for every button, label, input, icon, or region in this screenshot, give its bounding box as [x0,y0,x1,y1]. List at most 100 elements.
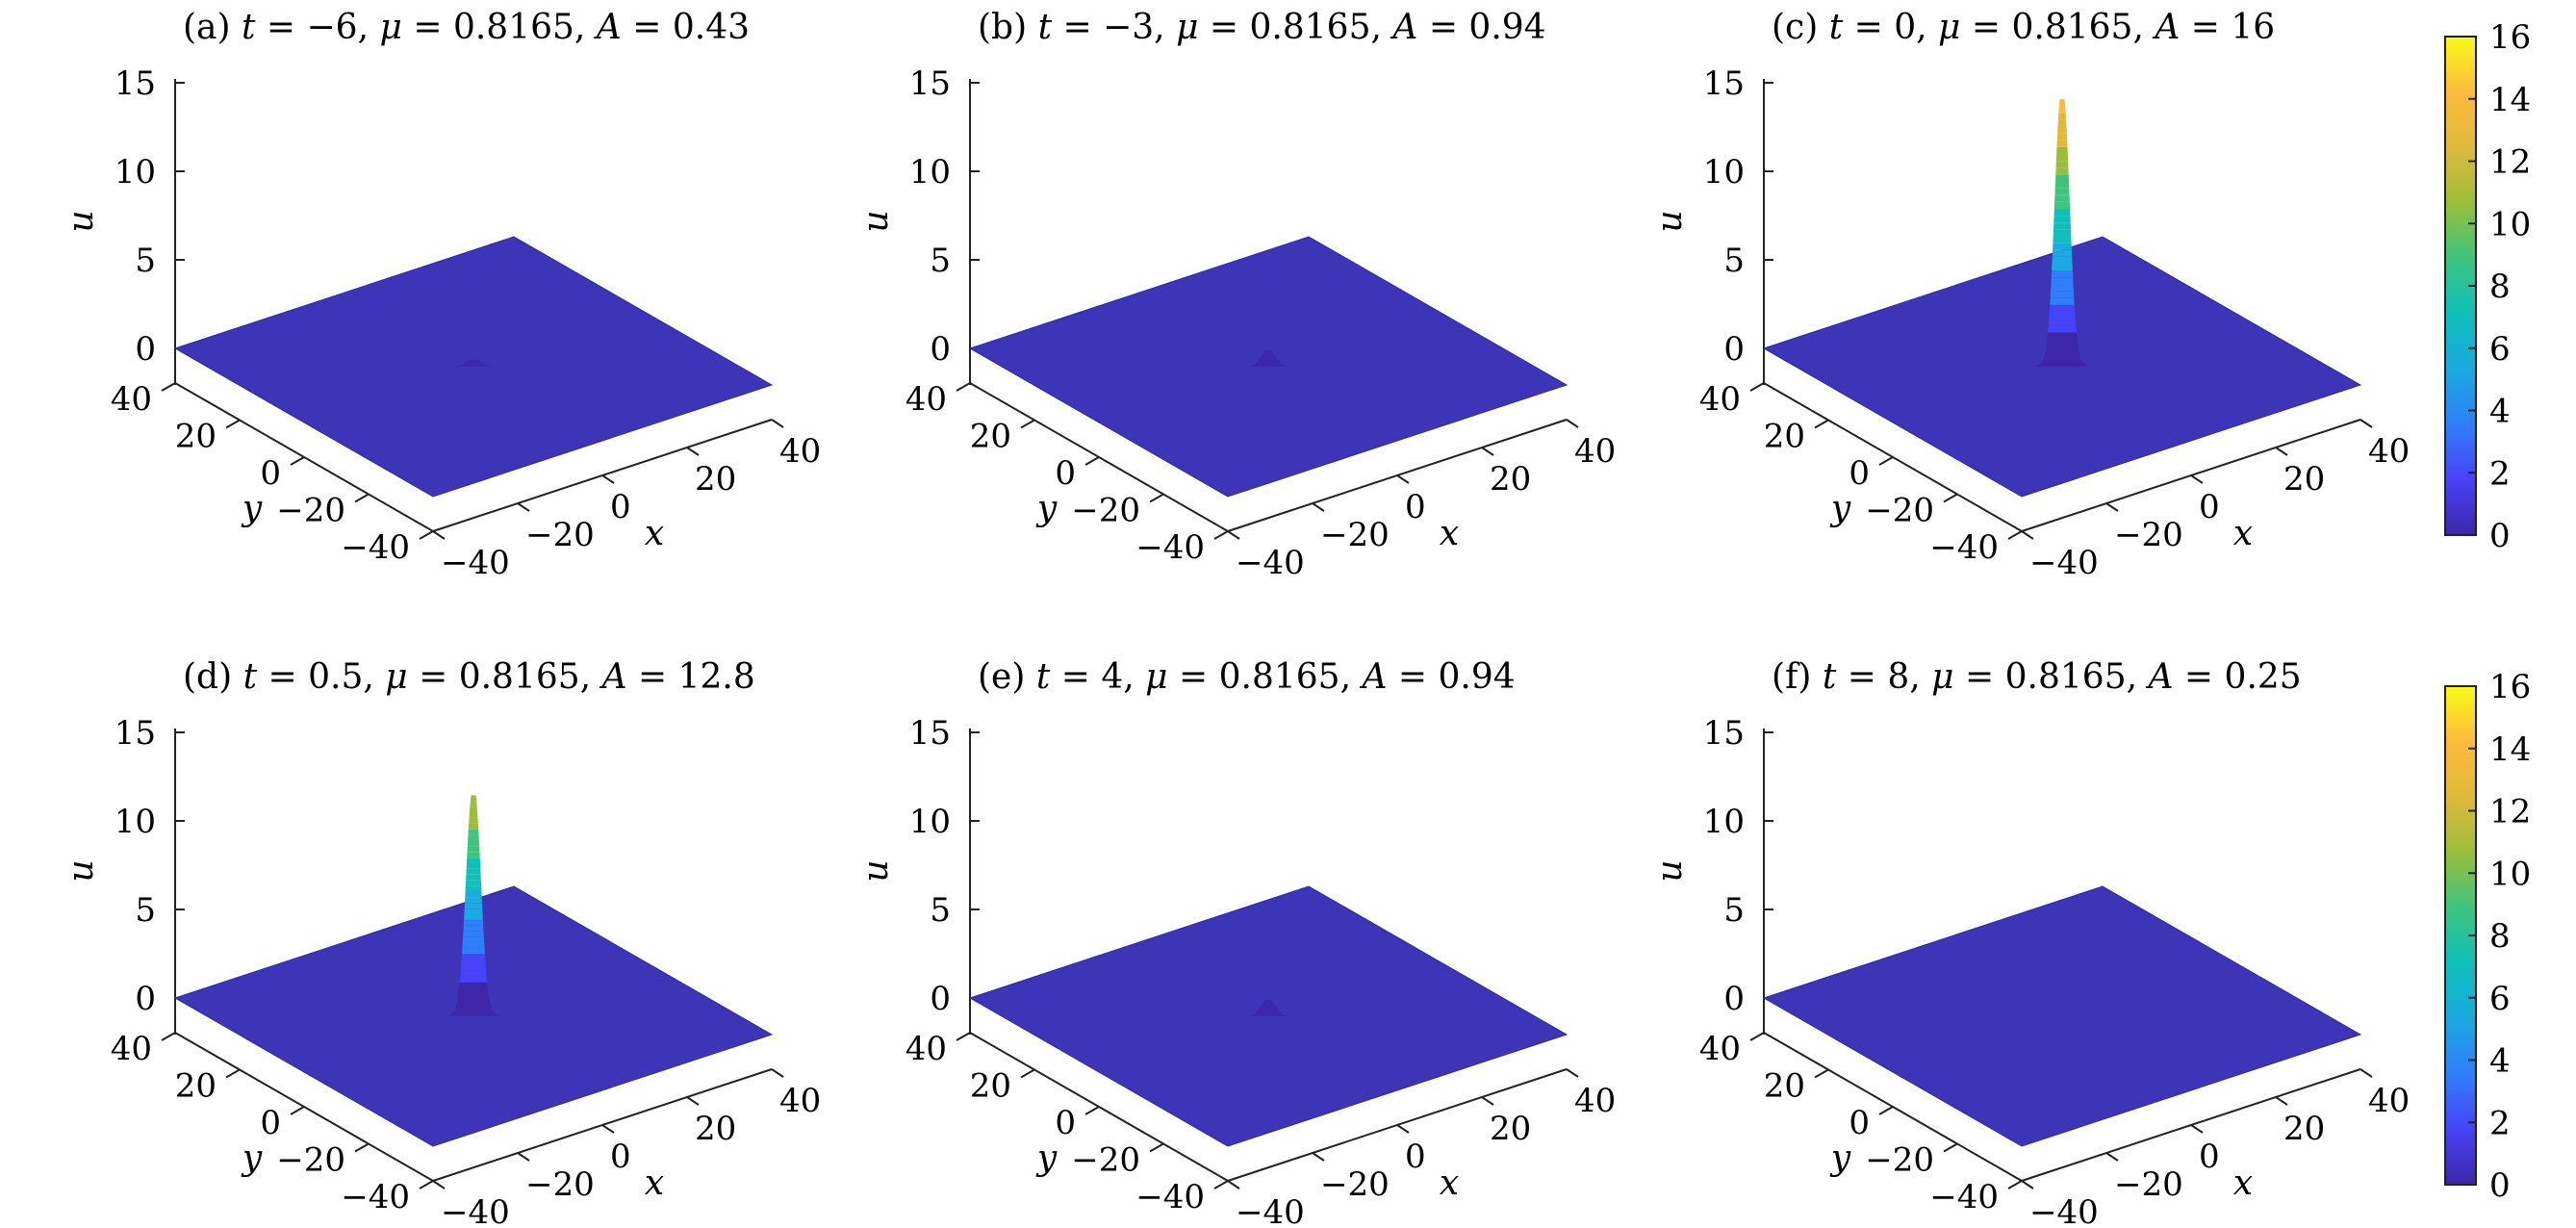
peak-segment [459,976,488,983]
peak-segment [2049,304,2076,312]
x-tick-label: −20 [2114,1165,2183,1204]
z-axis-label: u [1650,859,1690,882]
peak-segment [457,993,490,1000]
peak-segment [463,919,484,926]
subplot-title: (e) t = 4, μ = 0.8165, A = 0.94 [978,657,1516,697]
x-tick-label: 20 [2283,460,2325,499]
peak-segment [2050,291,2075,298]
x-tick [1566,419,1579,428]
y-tick [2007,1180,2023,1190]
x-tick-label: 20 [695,1110,736,1148]
peak-segment [469,812,478,818]
peak-segment [2053,216,2071,223]
x-tick-label: −40 [1236,1193,1305,1228]
peak-segment [2057,119,2067,127]
x-tick-label: −20 [1320,516,1390,554]
z-tick-label: 10 [1703,153,1745,192]
peak-segment [461,959,486,966]
z-tick-label: 10 [909,153,951,192]
x-tick-label: −20 [2114,516,2183,554]
y-axis-label: y [1035,1138,1058,1178]
peak-segment [466,874,481,881]
y-axis-label: y [1035,489,1058,528]
peak-segment [456,999,491,1006]
subplot-title: (b) t = −3, μ = 0.8165, A = 0.94 [978,8,1546,47]
subplot-e: (e) t = 4, μ = 0.8165, A = 0.94 0 5 10 15 u 40… [856,657,1616,1228]
x-tick-label: 0 [2199,1138,2220,1176]
z-axis-label: u [62,859,101,882]
peak-segment [2053,243,2072,250]
y-tick [1149,493,1164,503]
x-tick [1481,1096,1494,1106]
y-tick-label: 0 [260,454,281,493]
z-tick-label: 5 [135,891,156,930]
z-tick-label: 15 [909,714,951,753]
x-tick [1481,447,1494,456]
peak-segment [2053,229,2072,237]
peak-segment [2049,311,2076,320]
x-tick [2021,530,2034,540]
y-tick-label: 0 [1849,454,1870,493]
z-tick-label: 5 [1723,891,1745,930]
y-tick [419,1180,434,1190]
peak-segment [463,931,484,937]
colorbar-tick-label: 8 [2489,268,2511,306]
x-tick-label: 40 [1574,432,1616,471]
x-tick [686,1096,700,1106]
x-tick-label: 0 [2199,488,2220,526]
y-tick [225,419,241,429]
colorbar-tick-label: 16 [2489,668,2531,706]
x-axis-label: x [1440,514,1459,553]
y-tick-label: −40 [1929,1178,1999,1216]
x-tick-label: −20 [525,1165,595,1204]
x-tick [2275,1096,2288,1106]
y-tick [1020,419,1035,429]
z-tick-label: 15 [1703,714,1745,753]
peak-segment [2055,153,2069,162]
subplot-b: (b) t = −3, μ = 0.8165, A = 0.94 0 5 10 15 u 4… [856,8,1616,582]
z-tick-label: 0 [135,330,156,369]
colorbar-tick-label: 4 [2489,1042,2511,1081]
x-axis-label: x [2233,514,2253,553]
y-tick [956,1032,971,1041]
z-tick-label: 10 [115,153,156,192]
x-tick [517,1152,530,1162]
surface-plane [1762,885,2362,1147]
y-tick-label: −20 [276,492,345,530]
x-tick [2021,1180,2034,1190]
colorbar-row-2: 0 2 4 6 8 10 12 14 16 [2444,668,2531,1205]
peak-segment [462,936,485,943]
y-tick-label: −20 [1865,492,1934,530]
x-tick-label: 40 [779,432,821,471]
peak-segment [454,1005,493,1011]
y-tick-label: −20 [1071,492,1140,530]
z-tick-label: 0 [930,980,951,1018]
y-tick-label: 0 [260,1104,281,1142]
colorbar-tick-label: 16 [2489,18,2531,57]
z-tick-label: 10 [1703,803,1745,841]
peak-segment [464,897,483,904]
peak-segment [2056,133,2068,141]
peak-segment [470,795,477,802]
peak-segment [463,925,484,932]
colorbar-tick-label: 12 [2489,143,2531,182]
peak-segment [464,908,483,915]
x-tick [2359,1068,2373,1078]
y-tick [1213,530,1229,540]
colorbar-tick-label: 10 [2489,855,2531,893]
x-tick-label: −20 [525,516,595,554]
x-tick [2359,419,2373,428]
peak-segment [2055,161,2069,168]
y-tick-label: 20 [970,1067,1011,1106]
peak-segment [2047,332,2078,340]
x-tick-label: 20 [1490,460,1531,499]
peak-segment [467,852,480,858]
y-tick-label: −40 [1929,528,1999,567]
z-tick-label: 10 [909,803,951,841]
y-tick-label: 0 [1055,454,1076,493]
y-tick [1084,456,1100,466]
x-tick-label: 20 [2283,1110,2325,1148]
y-tick [161,382,176,392]
y-tick-label: 40 [905,1030,947,1068]
z-tick-label: 10 [115,803,156,841]
